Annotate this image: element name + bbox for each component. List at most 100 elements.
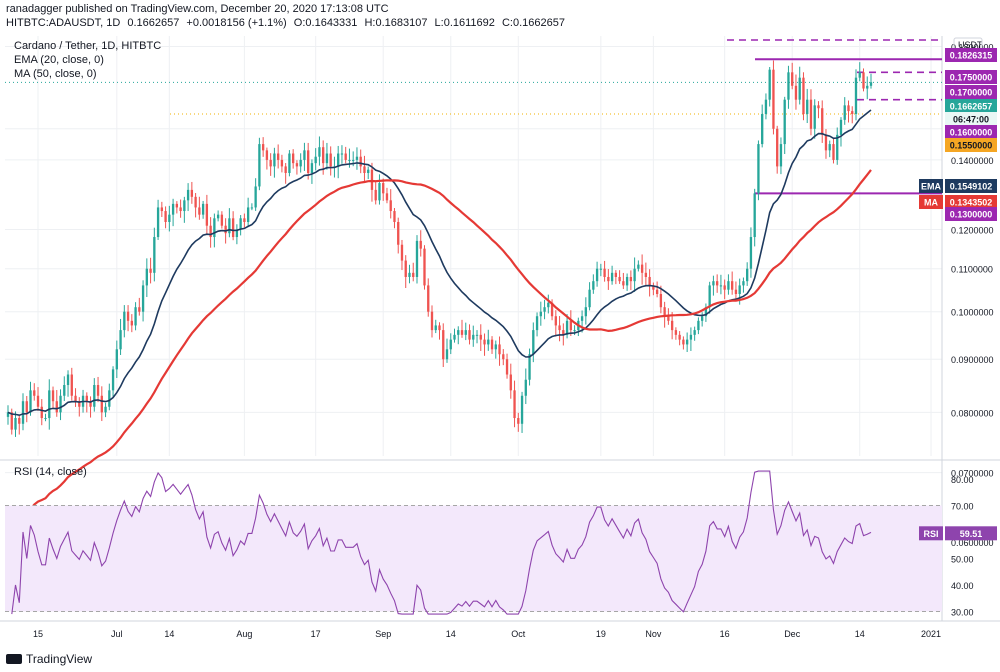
candle — [220, 214, 224, 226]
candle — [851, 111, 854, 115]
candle — [100, 395, 103, 413]
candle — [307, 150, 310, 173]
candle — [794, 85, 798, 100]
price-tag — [919, 179, 943, 193]
candle — [412, 272, 415, 277]
candle — [115, 349, 118, 370]
candle — [48, 390, 51, 419]
candle — [535, 316, 539, 331]
price-tag-label: EMA — [921, 182, 942, 192]
candle — [457, 330, 460, 335]
candle — [85, 395, 88, 402]
candle — [828, 144, 831, 151]
candle — [723, 285, 726, 290]
candle — [569, 320, 572, 331]
candle — [213, 218, 216, 238]
candle — [359, 156, 362, 167]
candle — [216, 214, 220, 219]
candle — [689, 334, 693, 340]
candle — [625, 276, 629, 286]
candle — [832, 144, 835, 160]
candle — [51, 390, 55, 402]
candle — [325, 153, 329, 164]
candle — [29, 390, 32, 413]
candle — [520, 395, 524, 424]
candle — [408, 272, 411, 277]
candle — [149, 268, 152, 273]
price-tag-label: 0.1700000 — [950, 88, 993, 98]
price-tag — [945, 48, 997, 62]
candle — [678, 334, 681, 340]
candle — [21, 401, 25, 424]
time-tick-label: 19 — [596, 629, 606, 639]
candle — [708, 285, 711, 308]
publish-info: ranadagger published on TradingView.com,… — [6, 3, 389, 15]
candle — [104, 406, 107, 413]
candle — [802, 77, 805, 115]
candle — [573, 330, 576, 332]
price-tick-label: 0.1000000 — [951, 308, 994, 318]
rsi-band — [5, 505, 942, 612]
candle — [490, 339, 494, 350]
candle — [584, 307, 587, 317]
price-tag — [945, 125, 997, 139]
candle — [153, 237, 156, 273]
candle — [761, 114, 764, 145]
rsi-tag — [919, 526, 943, 541]
candle — [659, 294, 663, 308]
candle — [468, 330, 471, 340]
candle — [483, 339, 486, 345]
price-tag — [945, 138, 997, 152]
candle — [670, 320, 674, 331]
candle — [322, 147, 325, 164]
candle — [355, 156, 359, 160]
ma-legend: MA (50, close, 0) — [14, 68, 97, 80]
candle — [385, 193, 389, 201]
price-tick-label: 0.1100000 — [951, 265, 993, 275]
candle — [565, 320, 569, 335]
rsi-legend: RSI (14, close) — [14, 466, 87, 478]
candle — [261, 144, 265, 151]
candle — [44, 418, 47, 420]
candle — [367, 169, 370, 173]
candle — [532, 330, 535, 355]
candle — [798, 77, 801, 100]
candle — [817, 105, 820, 109]
tradingview-brand: TradingView — [6, 652, 92, 666]
ma-line — [7, 169, 872, 533]
candle — [453, 334, 456, 340]
price-tag-label: 0.1550000 — [950, 141, 993, 151]
price-tick-label: 0.0900000 — [951, 355, 994, 365]
candle — [727, 281, 730, 290]
price-tag-label: 0.1826315 — [950, 51, 993, 61]
candle — [644, 272, 648, 277]
price-change: +0.0018156 (+1.1%) — [186, 17, 287, 29]
time-tick-label: 2021 — [921, 629, 941, 639]
candle — [145, 268, 148, 286]
candle — [746, 268, 749, 282]
time-tick-label: 14 — [446, 629, 456, 639]
candle — [389, 200, 392, 212]
price-tag-label: 0.1600000 — [950, 128, 993, 138]
candle — [430, 311, 434, 331]
candle — [284, 166, 287, 173]
candle — [847, 105, 850, 112]
high-value: H:0.1683107 — [364, 17, 428, 29]
candle — [130, 320, 133, 326]
time-tick-label: Oct — [511, 629, 526, 639]
candle — [787, 72, 790, 100]
time-tick-label: Dec — [784, 629, 801, 639]
candle — [648, 276, 651, 286]
candle — [869, 82, 873, 86]
candle — [700, 316, 704, 321]
candle — [423, 248, 426, 286]
price-tag-label: 0.1549102 — [950, 182, 993, 192]
candle — [340, 153, 344, 155]
price-tag — [945, 70, 997, 84]
candle — [292, 153, 295, 164]
candle — [806, 99, 809, 115]
time-tick-label: 14 — [855, 629, 865, 639]
candle — [622, 281, 625, 286]
candle — [712, 281, 715, 286]
